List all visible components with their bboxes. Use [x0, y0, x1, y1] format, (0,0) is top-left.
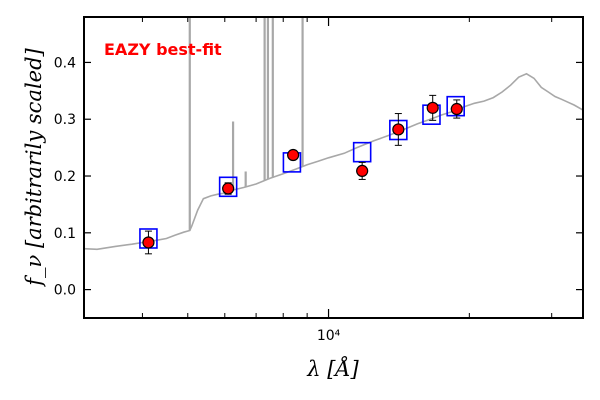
plot-frame — [83, 16, 584, 319]
model-photometry-square — [218, 176, 238, 198]
annotation-label: EAZY best-fit — [104, 40, 222, 59]
y-tick-label: 0.0 — [54, 283, 76, 299]
y-tick-label: 0.2 — [54, 169, 76, 185]
observed-photometry-point — [142, 236, 155, 249]
x-axis-label: λ [Å] — [306, 356, 359, 381]
model-photometry-square — [352, 141, 372, 163]
observed-photometry-point — [392, 123, 405, 136]
x-tick-label: 10⁴ — [317, 328, 341, 344]
model-photometry-square — [446, 95, 465, 117]
observed-photometry-point — [222, 182, 235, 195]
plot-area — [83, 17, 584, 255]
template-spectrum-line — [83, 72, 584, 251]
observed-photometry-point — [426, 101, 439, 114]
y-axis-label: f_ν [arbitrarily scaled] — [22, 47, 46, 287]
y-tick-label: 0.3 — [54, 112, 76, 128]
observed-photometry-point — [450, 102, 463, 116]
axis-ticks: 0.0 0.1 0.2 0.3 0.4 10⁴ — [54, 17, 583, 344]
y-tick-label: 0.1 — [54, 226, 76, 242]
y-tick-label: 0.4 — [54, 55, 76, 71]
observed-photometry-point — [356, 164, 369, 178]
observed-photometry-point — [287, 148, 300, 162]
